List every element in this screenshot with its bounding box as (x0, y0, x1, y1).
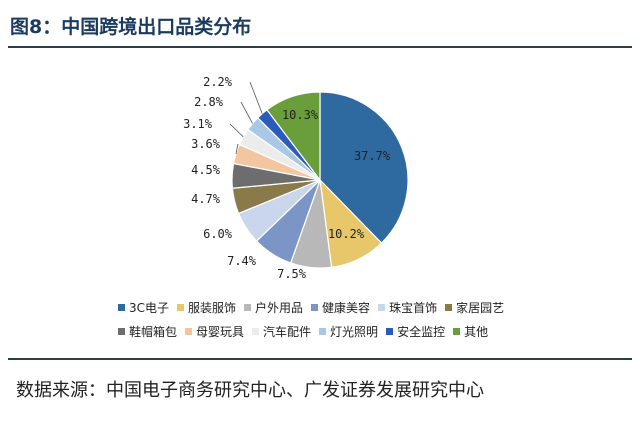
legend-item: 3C电子 (118, 299, 169, 316)
data-label-11: 2.2% (203, 75, 233, 89)
legend-swatch (118, 303, 125, 311)
legend-label: 鞋帽箱包 (129, 324, 178, 339)
figure-title: 图8：中国跨境出口品类分布 (10, 16, 252, 38)
figure-header: 图8：中国跨境出口品类分布 (8, 6, 632, 48)
legend-label: 户外用品 (255, 300, 304, 315)
data-label-6: 4.7% (191, 192, 221, 206)
chart-legend: 3C电子 服装服饰 户外用品 健康美容 珠宝首饰 家居园艺 鞋帽箱包 母婴玩具 汽车配件 灯光照… (118, 295, 538, 343)
leader-line-8 (235, 143, 239, 154)
legend-item: 服装服饰 (177, 299, 236, 316)
data-label-4: 7.4% (227, 254, 257, 268)
legend-swatch (378, 303, 386, 311)
legend-row-2: 鞋帽箱包 母婴玩具 汽车配件 灯光照明 安全监控 其他 (118, 319, 538, 343)
legend-swatch (185, 327, 193, 335)
chart-area: 37.7% 10.2% 7.5% 7.4% 6.0% 4.7% 4.5% 3.6% 3.1% 2.… (0, 50, 640, 340)
legend-item: 户外用品 (244, 299, 303, 316)
data-label-12: 10.3% (282, 108, 319, 122)
data-label-9: 3.1% (183, 117, 213, 131)
legend-label: 其他 (464, 324, 489, 339)
pie-chart: 37.7% 10.2% 7.5% 7.4% 6.0% 4.7% 4.5% 3.6% 3.1% 2.… (183, 75, 409, 281)
legend-row-1: 3C电子 服装服饰 户外用品 健康美容 珠宝首饰 家居园艺 (118, 295, 538, 319)
legend-swatch (177, 303, 185, 311)
legend-swatch (311, 303, 319, 311)
legend-item: 汽车配件 (252, 323, 311, 340)
legend-label: 家居园艺 (456, 300, 505, 315)
legend-swatch (319, 327, 327, 335)
legend-label: 服装服饰 (188, 300, 237, 315)
legend-label: 珠宝首饰 (389, 300, 438, 315)
legend-item: 安全监控 (386, 323, 445, 340)
legend-swatch (386, 327, 394, 335)
pie-slice-12 (266, 91, 321, 182)
source-note: 数据来源：中国电子商务研究中心、广发证券发展研究中心 (16, 380, 484, 401)
legend-item: 健康美容 (311, 299, 370, 316)
legend-swatch (445, 303, 453, 311)
legend-item: 灯光照明 (319, 323, 378, 340)
data-label-2: 10.2% (328, 227, 365, 241)
data-label-1: 37.7% (354, 149, 391, 163)
data-label-10: 2.8% (194, 95, 224, 109)
data-label-8: 3.6% (191, 137, 221, 151)
legend-item: 家居园艺 (445, 299, 504, 316)
legend-swatch (118, 327, 125, 335)
data-label-5: 6.0% (203, 227, 233, 241)
legend-label: 母婴玩具 (196, 324, 245, 339)
legend-item: 鞋帽箱包 (118, 323, 177, 340)
legend-label: 灯光照明 (330, 324, 379, 339)
legend-swatch (453, 327, 461, 335)
leader-line-10 (240, 101, 253, 124)
title-divider (8, 46, 632, 48)
legend-swatch (252, 327, 260, 335)
data-label-3: 7.5% (277, 267, 307, 281)
legend-label: 3C电子 (129, 300, 170, 315)
legend-item: 珠宝首饰 (378, 299, 437, 316)
data-label-7: 4.5% (191, 163, 221, 177)
source-divider (8, 358, 632, 360)
legend-label: 健康美容 (322, 300, 371, 315)
pie-slice-1 (319, 91, 409, 244)
leader-line-11 (249, 81, 263, 114)
legend-label: 安全监控 (397, 324, 446, 339)
legend-label: 汽车配件 (263, 324, 312, 339)
legend-item: 其他 (453, 323, 488, 340)
leader-line-9 (229, 123, 244, 138)
legend-item: 母婴玩具 (185, 323, 244, 340)
legend-swatch (244, 303, 252, 311)
